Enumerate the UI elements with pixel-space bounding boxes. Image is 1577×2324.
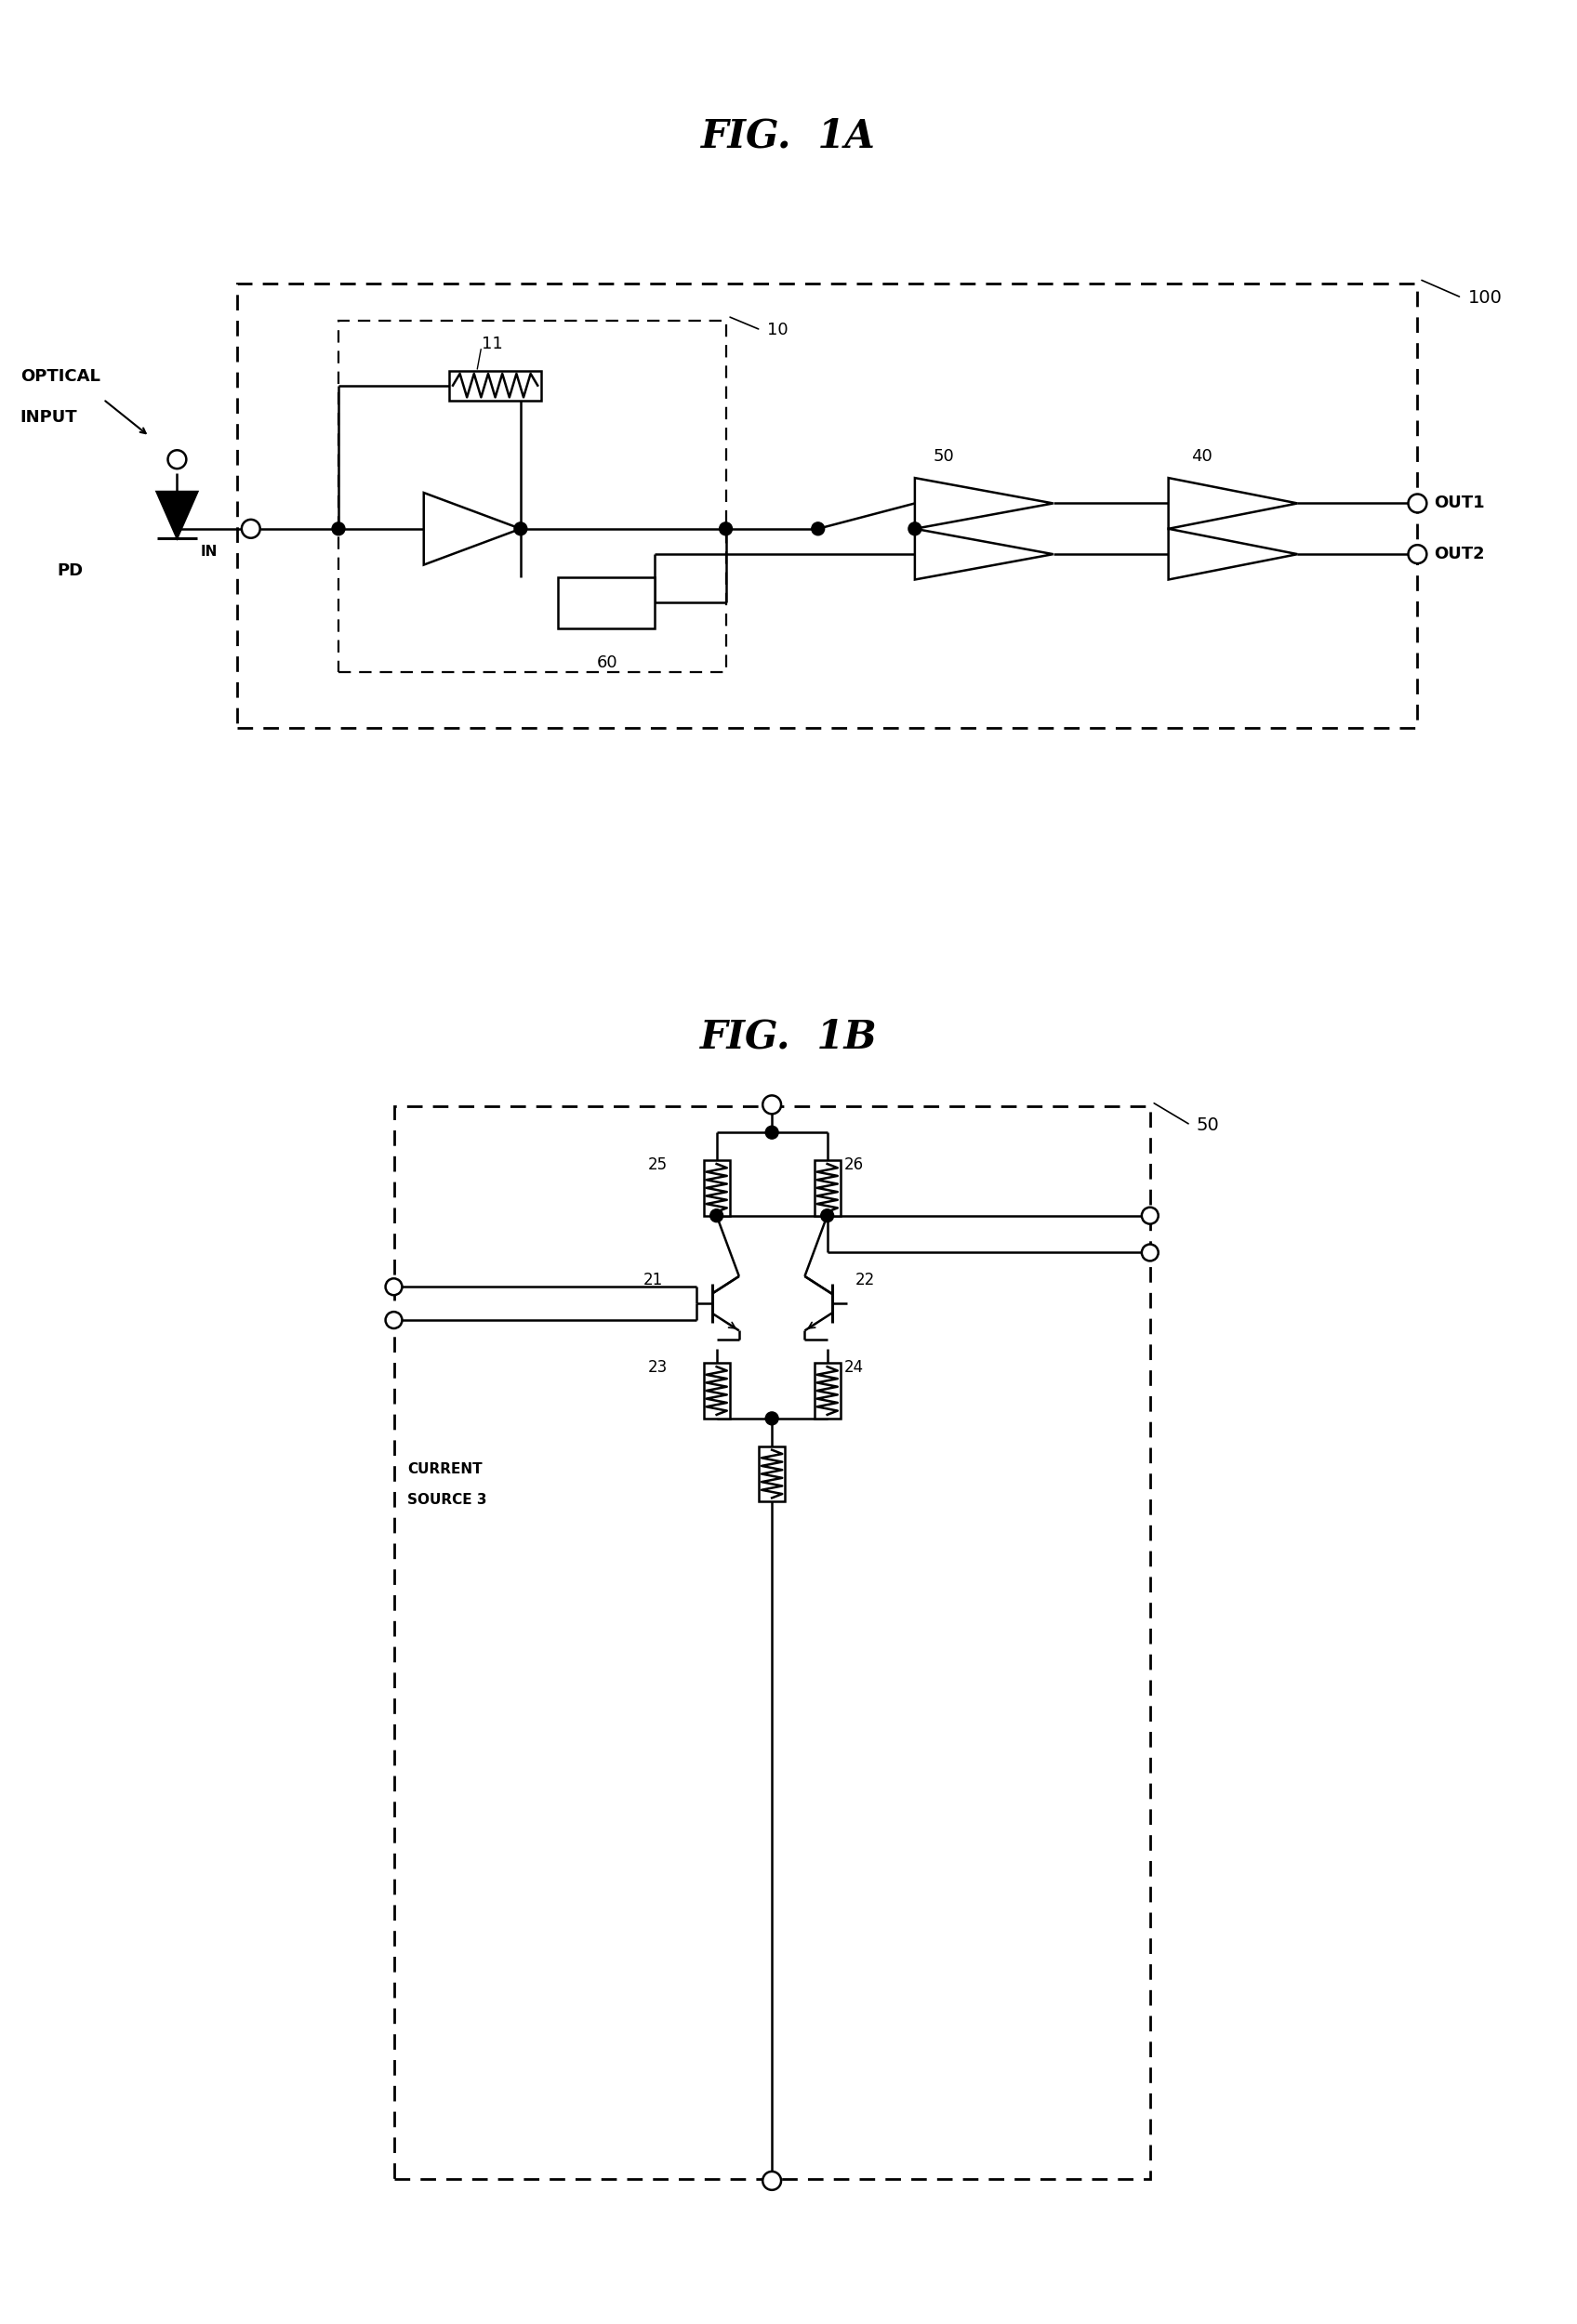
Text: FIG.  1B: FIG. 1B	[700, 1018, 877, 1057]
Polygon shape	[1169, 530, 1298, 579]
Text: FIG.  1A: FIG. 1A	[702, 116, 875, 156]
Text: IN: IN	[200, 544, 218, 558]
Text: 22: 22	[855, 1271, 875, 1290]
Circle shape	[1142, 1206, 1159, 1225]
Circle shape	[812, 523, 825, 535]
Text: SOURCE 3: SOURCE 3	[407, 1492, 487, 1506]
Circle shape	[385, 1311, 402, 1329]
Circle shape	[820, 1208, 834, 1222]
Circle shape	[763, 1095, 781, 1113]
Bar	[703, 1362, 730, 1418]
Bar	[814, 1362, 841, 1418]
Text: 23: 23	[648, 1360, 667, 1376]
Circle shape	[719, 523, 732, 535]
Bar	[339, 321, 725, 672]
Text: PD: PD	[57, 562, 84, 579]
Text: OUT2: OUT2	[1433, 546, 1486, 562]
Circle shape	[1408, 544, 1427, 562]
Text: CURRENT: CURRENT	[407, 1462, 483, 1476]
Bar	[759, 1446, 785, 1501]
Text: 50: 50	[1195, 1116, 1219, 1134]
Text: 26: 26	[844, 1157, 864, 1174]
Circle shape	[765, 1125, 779, 1139]
Text: 11: 11	[481, 335, 503, 353]
Polygon shape	[156, 493, 197, 537]
Circle shape	[710, 1208, 722, 1222]
Text: 24: 24	[844, 1360, 864, 1376]
Text: 40: 40	[1192, 449, 1213, 465]
Bar	[814, 1160, 841, 1215]
Polygon shape	[915, 479, 1053, 530]
Circle shape	[167, 451, 186, 469]
Circle shape	[765, 1413, 779, 1425]
Circle shape	[514, 523, 527, 535]
Text: INPUT: INPUT	[21, 409, 77, 425]
Bar	[703, 1160, 730, 1215]
Text: 10: 10	[768, 321, 788, 339]
Circle shape	[1408, 495, 1427, 514]
Circle shape	[241, 521, 260, 537]
Bar	[449, 372, 541, 400]
Text: OPTICAL: OPTICAL	[21, 367, 101, 383]
Text: OUT1: OUT1	[1433, 495, 1486, 511]
Polygon shape	[424, 493, 520, 565]
Circle shape	[908, 523, 921, 535]
Circle shape	[763, 2171, 781, 2189]
Polygon shape	[915, 530, 1053, 579]
Polygon shape	[1169, 479, 1298, 530]
Text: 50: 50	[934, 449, 954, 465]
Circle shape	[1142, 1243, 1159, 1262]
Text: 25: 25	[648, 1157, 667, 1174]
Text: 100: 100	[1468, 288, 1503, 307]
Bar	[394, 1106, 1150, 2180]
Circle shape	[333, 523, 345, 535]
Text: 60: 60	[596, 655, 618, 672]
Text: 21: 21	[643, 1271, 662, 1290]
Circle shape	[385, 1278, 402, 1294]
Bar	[237, 284, 1418, 727]
Bar	[558, 576, 654, 627]
